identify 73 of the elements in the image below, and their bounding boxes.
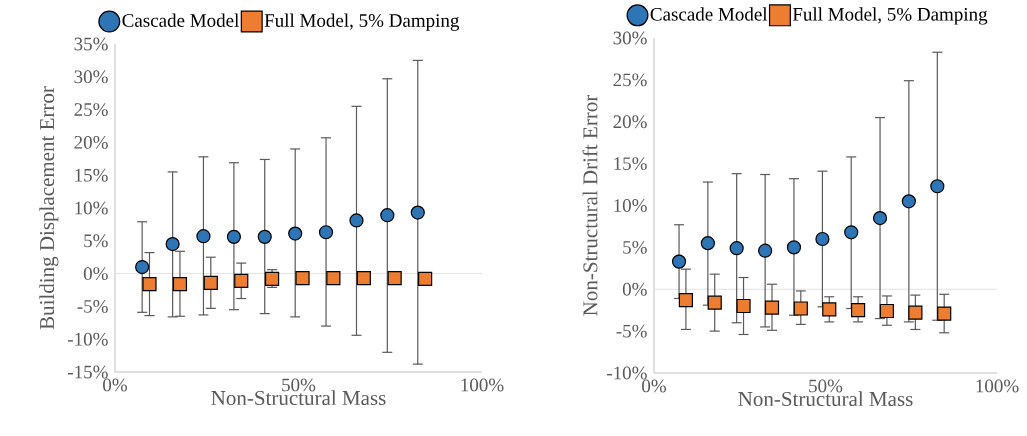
- point: [872, 210, 888, 226]
- x-tick-label: 50%: [809, 379, 843, 393]
- point: [815, 231, 830, 247]
- point: [356, 271, 371, 286]
- x-tick-label: 50%: [282, 378, 316, 392]
- y-tick-label: -10%: [68, 332, 108, 346]
- y-tick-label: 15%: [614, 157, 647, 171]
- point: [822, 302, 837, 317]
- point: [203, 275, 218, 290]
- y-tick-label: 5%: [84, 234, 108, 248]
- point: [901, 194, 916, 209]
- y-axis-title: Non-Structural Drift Error: [582, 94, 598, 316]
- point: [707, 295, 722, 310]
- point: [326, 271, 341, 286]
- point: [736, 298, 751, 314]
- y-tick-label: -5%: [616, 324, 647, 338]
- point: [418, 271, 433, 286]
- y-tick-label: 0%: [622, 282, 647, 296]
- legend-label: Cascade Model: [122, 13, 239, 27]
- x-axis-title: Non-Structural Mass: [211, 390, 386, 406]
- point: [349, 213, 364, 228]
- y-tick-label: 20%: [613, 115, 647, 129]
- point: [850, 303, 866, 318]
- point: [764, 300, 780, 315]
- point: [318, 225, 334, 240]
- point: [937, 306, 952, 321]
- point: [879, 303, 895, 319]
- legend-label: Cascade Model: [650, 7, 768, 21]
- y-tick-label: 30%: [613, 31, 647, 45]
- y-tick-label: -10%: [607, 366, 647, 380]
- point: [678, 293, 694, 308]
- y-tick-label: 0%: [83, 267, 108, 281]
- point: [410, 205, 425, 220]
- point: [387, 271, 402, 286]
- y-axis-title: Building Displacement Error: [39, 86, 59, 330]
- legend-label: Full Model, 5% Damping: [264, 13, 460, 31]
- point: [295, 271, 310, 286]
- y-tick-label: 30%: [74, 70, 108, 84]
- legend-label: Full Model, 5% Damping: [792, 7, 988, 25]
- point: [844, 225, 859, 240]
- point: [196, 229, 211, 244]
- point: [142, 277, 157, 292]
- point: [729, 241, 744, 256]
- point: [380, 208, 395, 223]
- point: [288, 226, 303, 241]
- point: [793, 301, 808, 316]
- x-tick-label: 0%: [103, 378, 128, 392]
- point: [165, 236, 180, 252]
- point: [786, 240, 802, 255]
- point: [908, 305, 923, 320]
- y-tick-label: 35%: [74, 37, 108, 51]
- point: [671, 254, 687, 269]
- x-tick-label: 100%: [976, 379, 1019, 393]
- x-axis-title: Non-Structural Mass: [738, 391, 913, 407]
- y-tick-label: -5%: [77, 299, 108, 313]
- y-tick-label: 25%: [613, 73, 647, 87]
- point: [135, 259, 150, 275]
- point: [758, 243, 773, 258]
- y-tick-label: 25%: [74, 103, 108, 117]
- point: [226, 229, 242, 244]
- y-tick-label: 15%: [75, 168, 108, 182]
- y-tick-label: 10%: [75, 201, 108, 215]
- point: [257, 229, 272, 244]
- point: [930, 179, 945, 194]
- point: [234, 273, 249, 288]
- y-tick-label: -15%: [68, 365, 108, 379]
- point: [700, 236, 715, 251]
- point: [172, 277, 188, 292]
- y-tick-label: 20%: [74, 135, 108, 149]
- y-tick-label: 5%: [623, 240, 647, 254]
- y-tick-label: 10%: [614, 199, 647, 212]
- x-tick-label: 0%: [642, 379, 667, 393]
- x-tick-label: 100%: [461, 378, 504, 392]
